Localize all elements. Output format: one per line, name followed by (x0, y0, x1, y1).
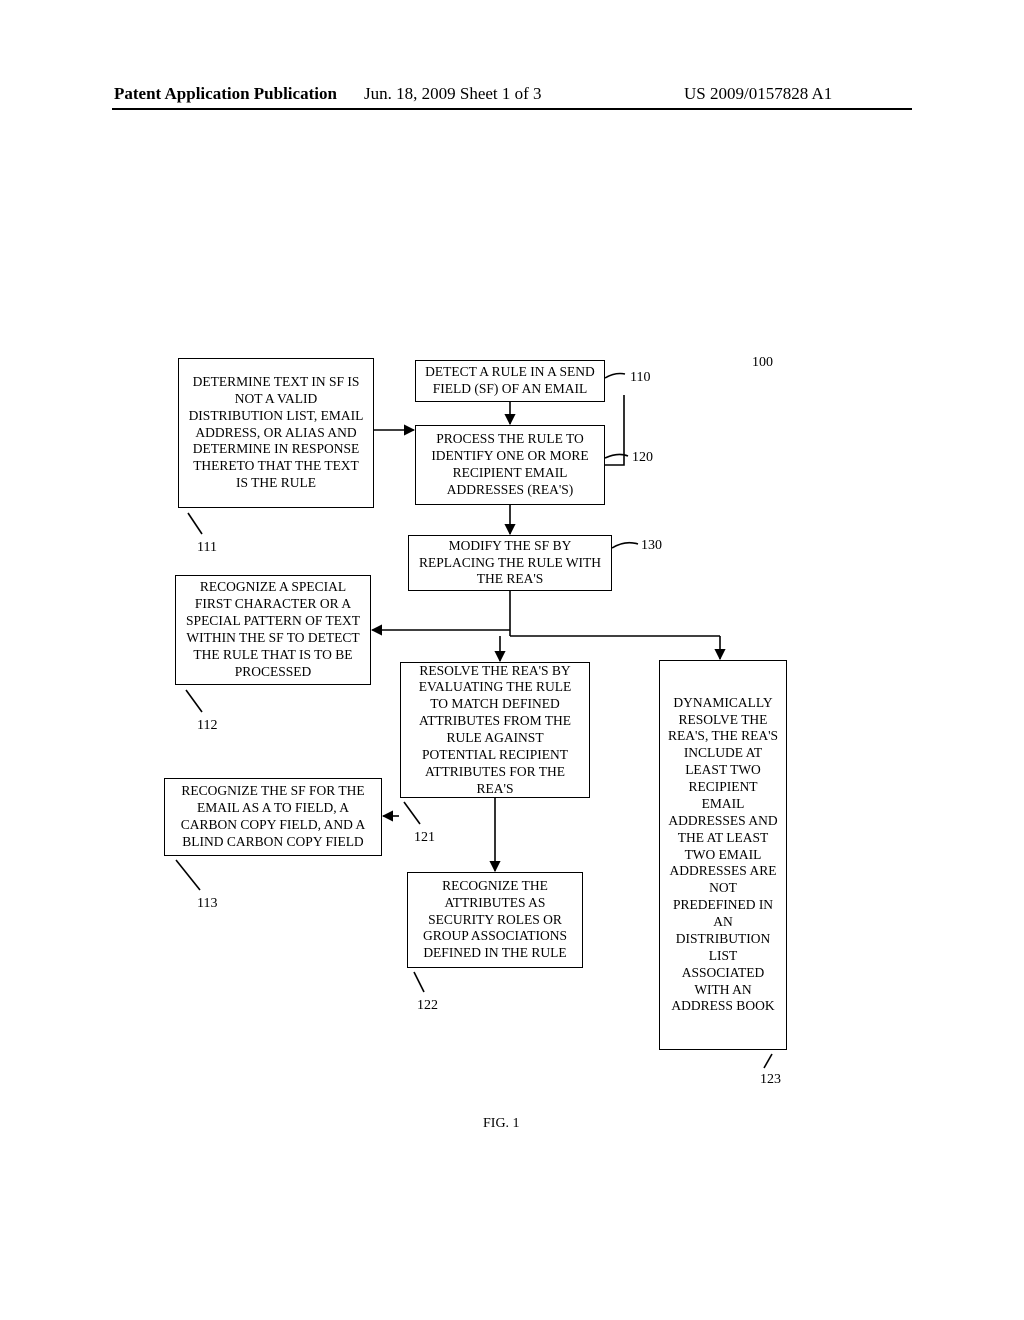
flowchart-lines (0, 0, 1024, 1320)
